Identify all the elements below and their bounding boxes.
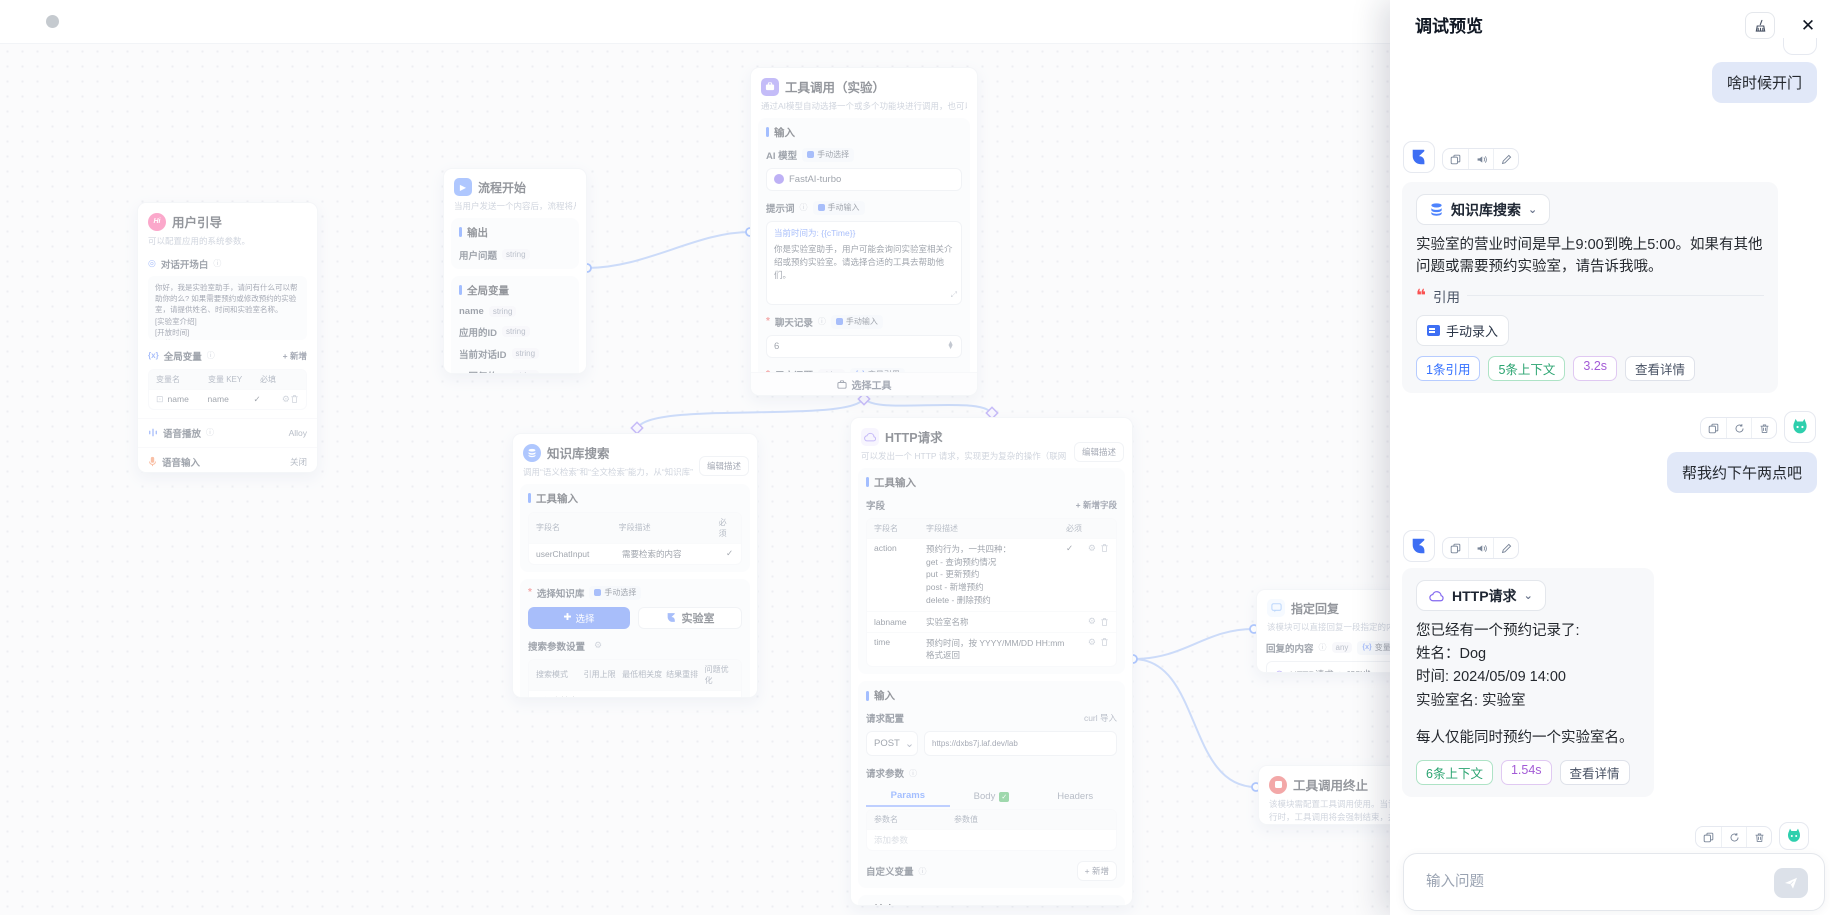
quote-icon: ❝ — [1416, 286, 1426, 306]
copy-icon[interactable] — [1443, 538, 1468, 558]
user-message-toolbar — [1700, 417, 1777, 439]
quote-label: 引用 — [1432, 289, 1460, 305]
delete-icon[interactable] — [1746, 827, 1771, 847]
ai-answer-line: 时间: 2024/05/09 14:00 — [1416, 669, 1566, 686]
view-details-badge[interactable]: 查看详情 — [1625, 355, 1696, 381]
user-message[interactable]: 啥时候开门 — [1711, 62, 1817, 103]
retry-icon[interactable] — [1726, 418, 1751, 438]
ai-answer-line: 每人仅能同时预约一个实验室名。 — [1416, 729, 1634, 746]
read-aloud-icon[interactable] — [1468, 538, 1493, 558]
copy-icon[interactable] — [1696, 827, 1721, 847]
fastgpt-logo-icon — [1412, 149, 1425, 165]
citation-count-badge[interactable]: 1条引用 — [1416, 355, 1481, 381]
user-message-toolbar — [1695, 826, 1772, 848]
read-aloud-icon[interactable] — [1468, 149, 1493, 169]
ai-avatar — [1403, 530, 1435, 562]
ai-answer-line: 实验室名: 实验室 — [1416, 692, 1526, 709]
chevron-down-icon: ⌄ — [1523, 590, 1533, 602]
context-count-badge[interactable]: 6条上下文 — [1416, 759, 1493, 785]
pet-avatar-icon — [1788, 828, 1800, 842]
scrolled-avatar-partial — [1783, 38, 1817, 55]
divider — [1466, 295, 1764, 297]
send-button[interactable] — [1774, 868, 1808, 898]
http-icon — [1429, 590, 1444, 601]
module-name: 知识库搜索 — [1451, 201, 1521, 218]
chat-input[interactable] — [1426, 854, 1756, 910]
pet-avatar-icon — [1793, 418, 1807, 434]
retry-icon[interactable] — [1721, 827, 1746, 847]
module-pill-http[interactable]: HTTP请求 ⌄ — [1416, 580, 1546, 611]
broom-icon — [1755, 19, 1765, 32]
blank-line — [1416, 713, 1640, 727]
edit-icon[interactable] — [1493, 149, 1518, 169]
close-icon[interactable]: ✕ — [1800, 15, 1816, 35]
copy-icon[interactable] — [1443, 149, 1468, 169]
ai-message-toolbar — [1442, 148, 1519, 170]
delete-icon[interactable] — [1751, 418, 1776, 438]
panel-title: 调试预览 — [1415, 17, 1483, 36]
ai-avatar — [1403, 141, 1435, 173]
debug-preview-panel: 调试预览 ✕ 啥时候开门 知识库搜索 ⌄ 实验室的营业时间是早上9:00到晚上5… — [1390, 0, 1830, 915]
fastgpt-logo-icon — [1412, 538, 1425, 554]
user-avatar — [1784, 411, 1816, 443]
duration-badge: 1.54s — [1500, 759, 1552, 785]
kb-search-icon — [1431, 203, 1442, 216]
edit-icon[interactable] — [1493, 538, 1518, 558]
copy-icon[interactable] — [1701, 418, 1726, 438]
view-details-badge[interactable]: 查看详情 — [1559, 759, 1630, 785]
manual-entry-icon — [1427, 324, 1440, 336]
send-icon — [1785, 877, 1797, 889]
module-name: HTTP请求 — [1452, 587, 1517, 604]
ai-message-card: HTTP请求 ⌄ 您已经有一个预约记录了: 姓名：Dog 时间: 2024/05… — [1402, 568, 1654, 797]
citation-source-chip[interactable]: 手动录入 — [1416, 314, 1510, 346]
user-message[interactable]: 帮我约下午两点吧 — [1666, 452, 1817, 493]
clear-history-button[interactable] — [1745, 12, 1775, 39]
ai-answer-text: 实验室的营业时间是早上9:00到晚上5:00。如果有其他问题或需要预约实验室，请… — [1416, 237, 1763, 276]
ai-answer-line: 姓名：Dog — [1416, 646, 1487, 663]
ai-message-card: 知识库搜索 ⌄ 实验室的营业时间是早上9:00到晚上5:00。如果有其他问题或需… — [1402, 182, 1778, 393]
duration-badge: 3.2s — [1573, 355, 1618, 381]
user-avatar — [1779, 822, 1809, 850]
context-count-badge[interactable]: 5条上下文 — [1488, 355, 1566, 381]
module-pill-kb-search[interactable]: 知识库搜索 ⌄ — [1416, 194, 1551, 225]
ai-message-toolbar — [1442, 537, 1519, 559]
chat-input-box — [1403, 853, 1825, 911]
ai-answer-line: 您已经有一个预约记录了: — [1416, 623, 1580, 639]
chevron-down-icon: ⌄ — [1528, 204, 1538, 216]
